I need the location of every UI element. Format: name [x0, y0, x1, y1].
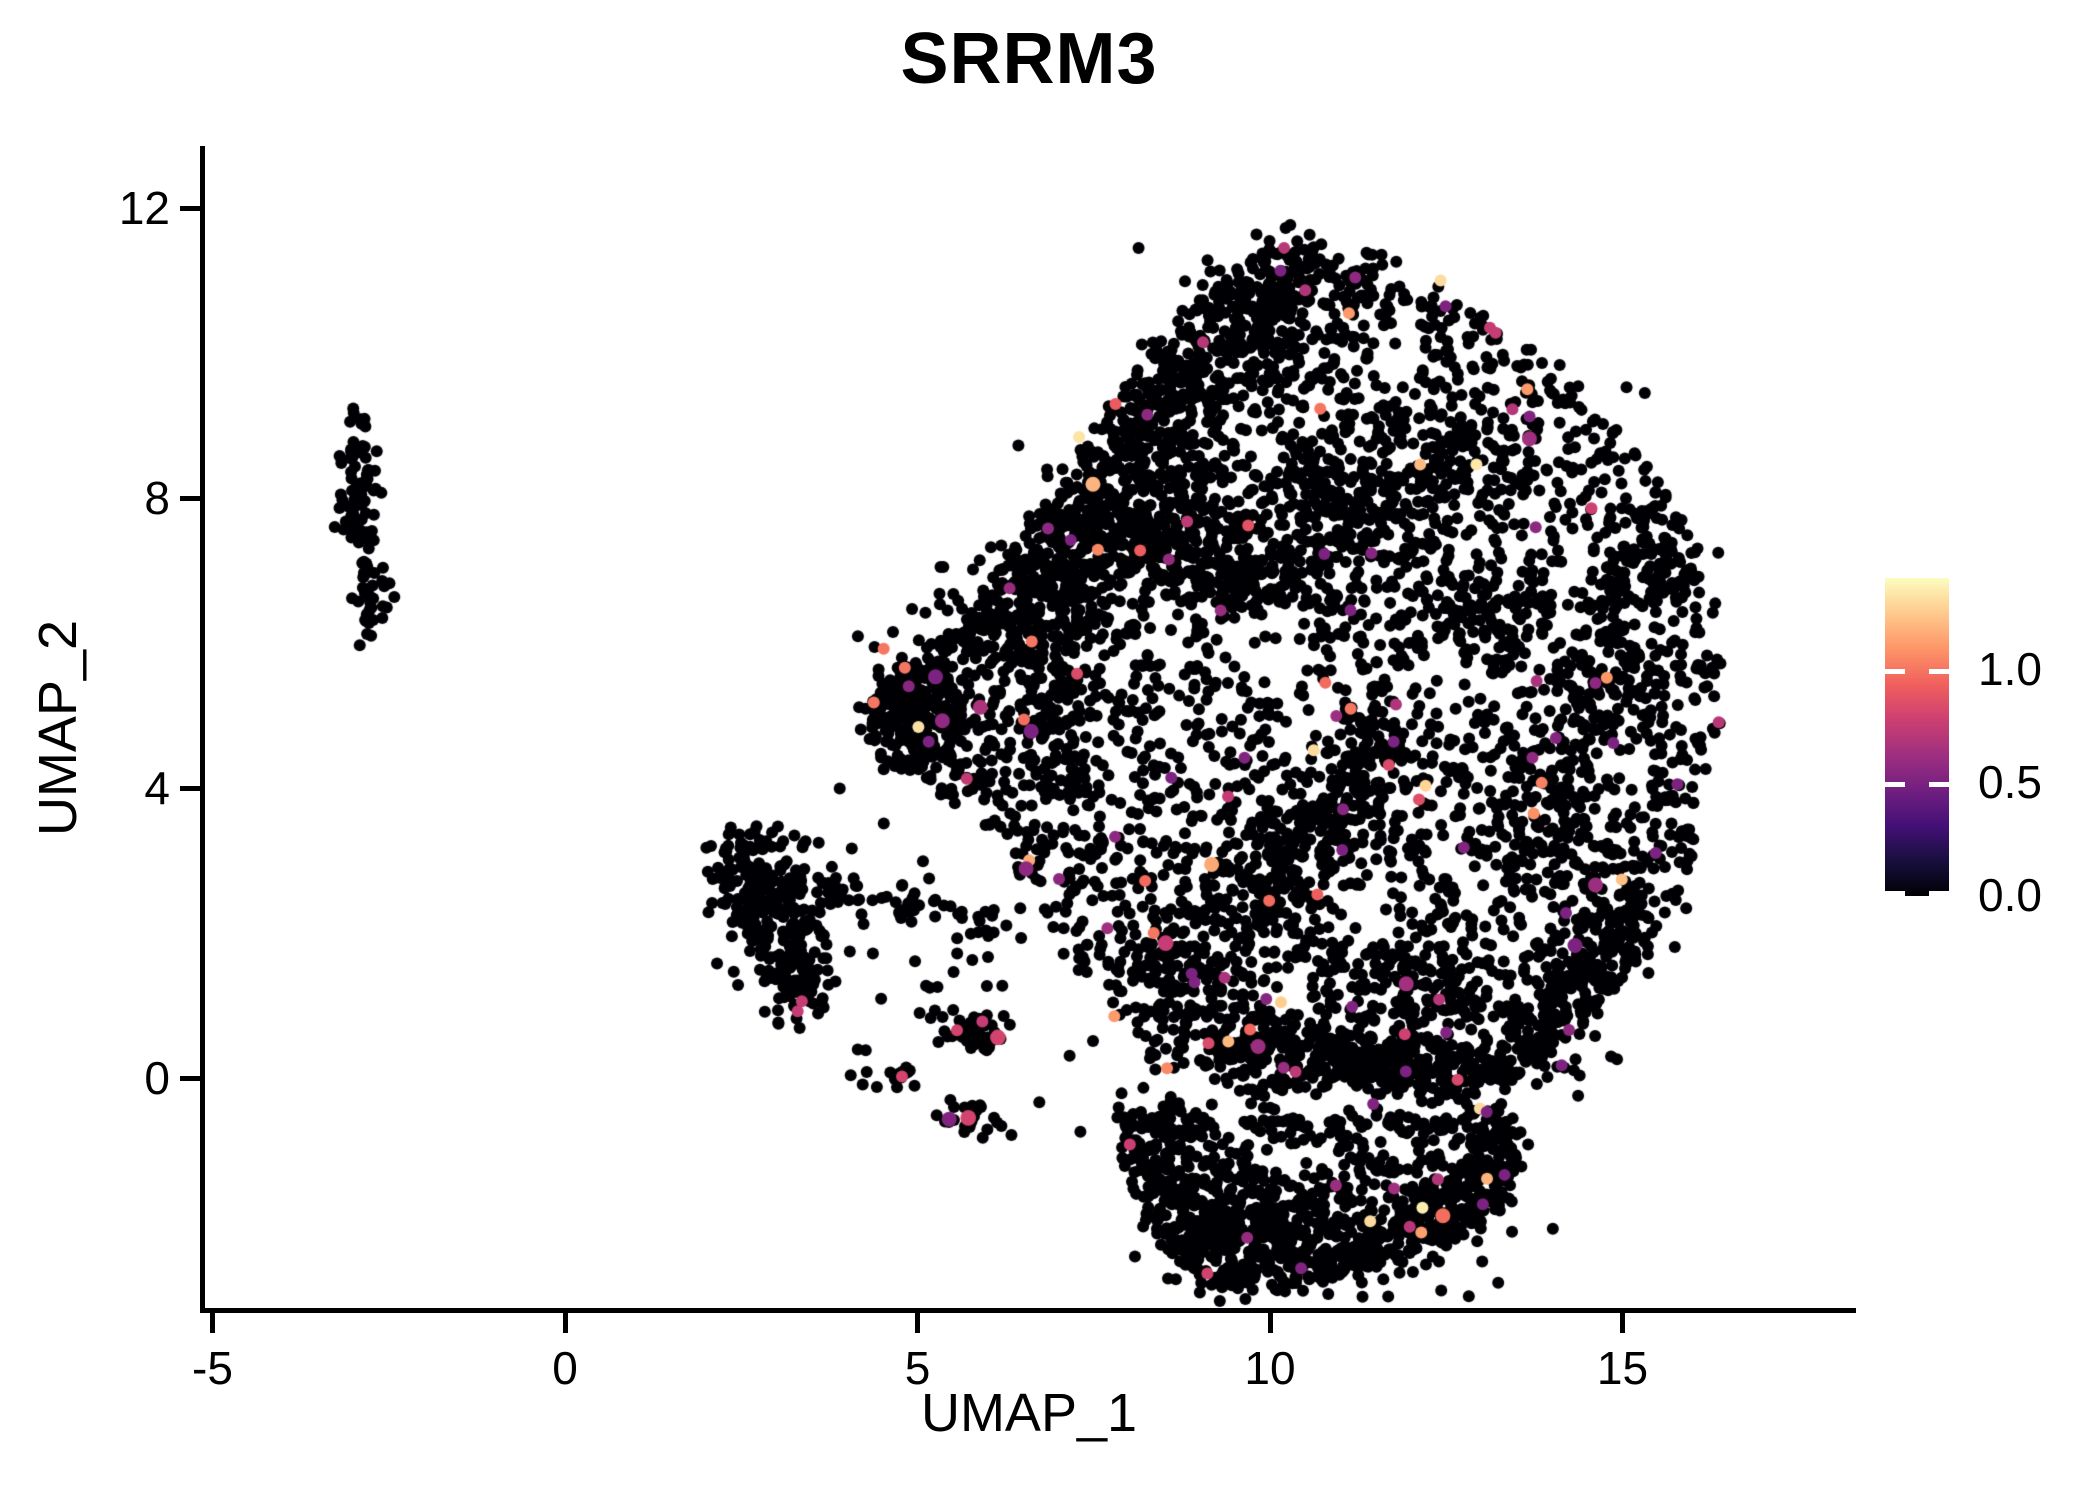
y-axis-line — [200, 146, 205, 1313]
y-tick-label: 12 — [118, 182, 170, 234]
plot-title: SRRM3 — [900, 19, 1158, 99]
y-tick-mark — [180, 495, 200, 501]
y-axis-label: UMAP_2 — [28, 619, 88, 837]
x-tick-mark — [1620, 1313, 1625, 1333]
colorbar-tick-label: 0.5 — [1978, 755, 2042, 808]
x-tick-label: 10 — [1244, 1342, 1296, 1394]
colorbar-gradient — [1885, 578, 1949, 896]
y-tick-mark — [180, 205, 200, 211]
x-tick-label: -5 — [192, 1342, 233, 1394]
colorbar-tick-left — [1885, 891, 1905, 896]
y-tick-label: 8 — [144, 472, 170, 524]
x-tick-label: 0 — [552, 1342, 578, 1394]
colorbar-tick-right — [1929, 668, 1949, 674]
x-axis-label: UMAP_1 — [920, 1383, 1138, 1443]
y-tick-mark — [180, 785, 200, 791]
y-tick-label: 4 — [144, 762, 170, 814]
x-tick-mark — [915, 1313, 920, 1333]
x-tick-mark — [562, 1313, 568, 1333]
colorbar-tick-label: 1.0 — [1978, 642, 2042, 695]
x-tick-mark — [210, 1313, 215, 1333]
x-tick-label: 15 — [1596, 1342, 1649, 1394]
colorbar-tick-right — [1929, 891, 1949, 896]
x-tick-mark — [1267, 1313, 1273, 1333]
colorbar-tick-right — [1929, 781, 1949, 787]
y-tick-mark — [180, 1075, 200, 1081]
colorbar-tick-label: 0.0 — [1978, 869, 2042, 921]
x-tick-label: 5 — [904, 1342, 931, 1394]
colorbar-tick-left — [1885, 668, 1905, 674]
colorbar-tick-left — [1885, 781, 1905, 787]
x-axis-line — [200, 1308, 1856, 1313]
y-tick-label: 0 — [144, 1052, 170, 1104]
